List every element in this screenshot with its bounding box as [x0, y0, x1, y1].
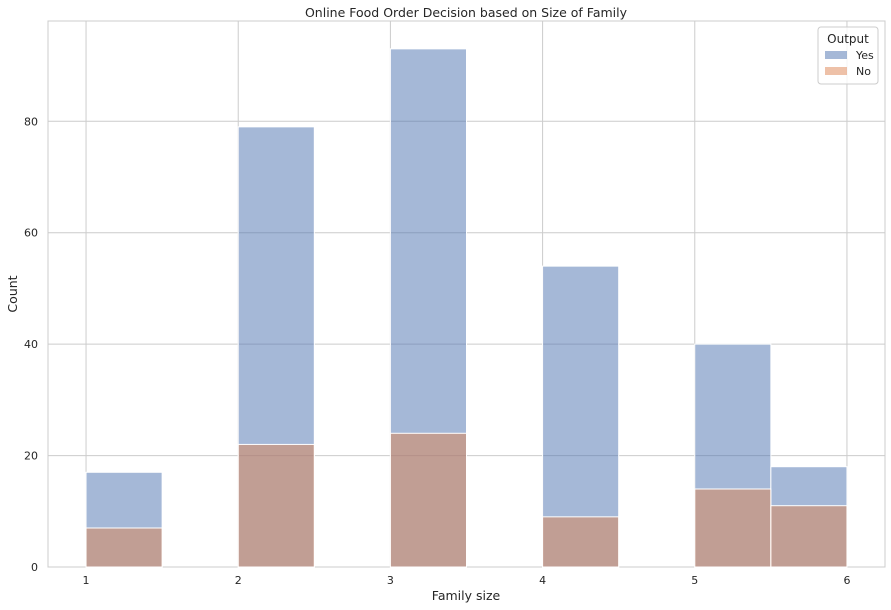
x-tick-label: 6: [843, 574, 850, 587]
legend: Output Yes No: [817, 26, 879, 85]
y-tick-label: 40: [24, 338, 38, 351]
y-tick-label: 60: [24, 227, 38, 240]
chart-title: Online Food Order Decision based on Size…: [305, 5, 628, 20]
bar-no-3: [389, 432, 467, 568]
legend-swatch-yes: [825, 51, 847, 59]
x-tick-label: 2: [235, 574, 242, 587]
y-axis-label: Count: [5, 275, 20, 312]
x-tick-label: 1: [83, 574, 90, 587]
y-tick-labels: 0 20 40 60 80: [24, 115, 38, 574]
x-tick-label: 4: [539, 574, 546, 587]
x-axis-label: Family size: [432, 588, 501, 603]
x-tick-label: 5: [691, 574, 698, 587]
y-tick-label: 80: [24, 115, 38, 128]
bar-no-1: [85, 527, 163, 568]
legend-label-yes: Yes: [855, 49, 874, 62]
legend-swatch-no: [825, 67, 847, 75]
x-tick-labels: 1 2 3 4 5 6: [83, 574, 851, 587]
bar-no-5: [694, 488, 772, 568]
bar-no-5.5: [770, 505, 848, 568]
legend-title: Output: [827, 32, 869, 46]
x-tick-label: 3: [387, 574, 394, 587]
y-tick-label: 0: [31, 561, 38, 574]
legend-label-no: No: [856, 65, 871, 78]
bar-no-2: [237, 443, 315, 568]
y-tick-label: 20: [24, 450, 38, 463]
bars-no-series: [85, 432, 848, 568]
bar-no-4: [542, 516, 620, 568]
